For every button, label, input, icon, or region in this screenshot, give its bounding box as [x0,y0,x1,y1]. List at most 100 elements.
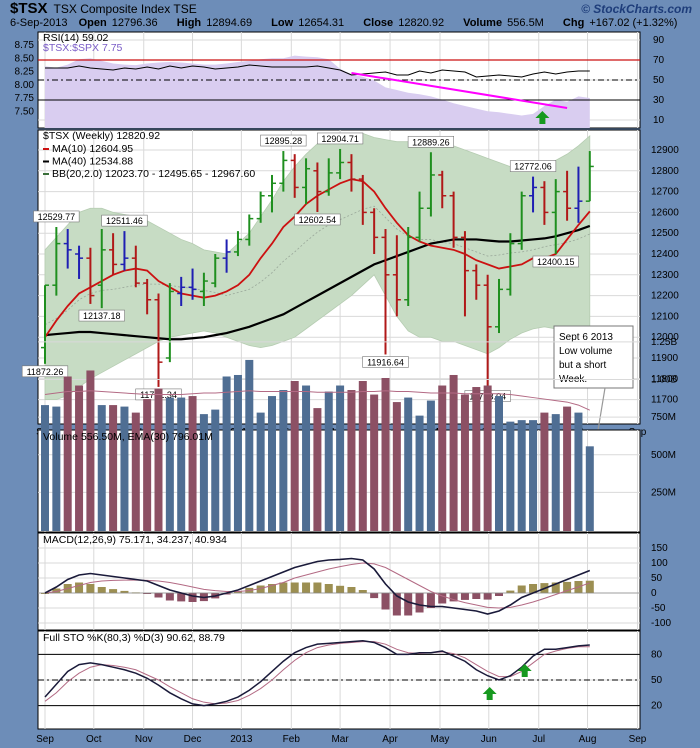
price-bar [97,229,106,309]
price-y-tick: 12600 [651,207,679,218]
brand-logo: © StockCharts.com [581,2,692,16]
rsi-left-tick: 8.75 [15,40,35,51]
chart-title: $TSX TSX Composite Index TSE [10,0,197,17]
price-label: 12895.28 [260,134,307,147]
price-label-box [509,160,557,172]
macd-histogram-bar [551,582,560,593]
price-bar [404,226,413,306]
macd-histogram-bar [233,591,242,593]
price-bar [313,162,322,212]
price-bar [63,229,72,269]
price-bar [268,174,276,213]
volume-bar [109,405,118,531]
sto-y-tick: 50 [651,675,663,686]
macd-histogram-bar [472,593,481,599]
macd-histogram-bar [41,593,49,594]
macd-histogram-bar [506,590,515,593]
volume-bar [245,359,254,531]
ratio-area [45,55,590,128]
macd-histogram-bar [109,589,118,593]
macd-histogram-bar [370,593,379,599]
price-bar [177,276,186,306]
sto-up-arrow-1 [482,687,497,700]
price-bar [211,254,220,288]
macd-y-tick: -50 [651,603,666,614]
price-bar [41,284,49,364]
macd-y-tick: 0 [651,588,657,599]
volume-bar [404,397,413,531]
index-name: TSX Composite Index TSE [53,2,197,16]
quote-change: Chg +167.02 (+1.32%) [562,17,678,29]
volume-bar [381,377,390,531]
price-label: 12511.46 [101,214,148,227]
bottom-x-tick: Mar [331,734,349,745]
macd-histogram-bar [154,593,163,598]
macd-histogram-bar [438,593,447,604]
volume-bar [483,385,492,531]
macd-histogram-bar [336,585,345,593]
bottom-x-tick: 2013 [230,734,253,745]
volume-bar [336,385,345,531]
price-bar [495,278,503,334]
price-label: 12400.15 [532,255,579,268]
volume-bar [188,396,197,531]
macd-histogram-bar [495,593,503,596]
macd-histogram-bar [188,593,197,602]
price-label-text: 12529.77 [38,212,76,222]
price-label-box [532,255,579,268]
price-label-box [316,132,364,145]
sto-d-line [44,641,590,705]
price-legend: BB(20,2.0) 12023.70 - 12495.65 - 12967.6… [52,168,255,180]
volume-bar [177,397,186,531]
price-label: 12772.06 [509,160,557,172]
symbol-label: $TSX [10,0,48,17]
macd-panel [37,532,641,631]
bottom-x-tick: Aug [579,734,597,745]
macd-histogram-bar [177,593,186,602]
macd-histogram-bar [483,593,492,600]
price-bar [574,166,583,223]
price-y-tick: 12300 [651,270,679,281]
price-bar [460,231,469,317]
macd-histogram-bar [449,593,458,602]
volume-bar [279,390,288,531]
price-label-text: 12400.15 [537,257,575,267]
macd-y-tick: 150 [651,543,668,554]
rsi-left-tick: 8.25 [15,67,35,78]
price-bar [358,174,367,225]
volume-bar [574,412,583,531]
price-bar [336,148,345,180]
macd-y-tick: 100 [651,558,668,569]
price-label: 12137.18 [78,309,125,322]
macd-histogram-bar [313,582,322,593]
price-title: $TSX (Weekly) 12820.92 [43,130,160,142]
price-y-tick: 12100 [651,311,679,322]
price-bar [120,231,129,271]
volume-y-tick: 500M [651,450,676,461]
quote-date: 6-Sep-2013 [10,17,68,29]
bottom-x-tick: Apr [382,734,398,745]
price-bar [426,152,435,217]
volume-bar [75,385,84,531]
macd-histogram-bar [585,580,594,593]
price-y-tick: 12800 [651,166,679,177]
volume-bar [97,405,106,531]
volume-bar [460,394,469,531]
price-bar [540,181,549,225]
macd-histogram-bar [460,593,469,600]
volume-bar [302,385,311,531]
volume-y-tick: 1.25B [651,337,677,348]
macd-histogram-bar [52,588,61,593]
quote-high: High 12894.69 [176,17,253,29]
macd-histogram-bar [268,584,276,593]
price-legend: MA(40) 12534.88 [52,156,133,168]
price-y-tick: 12700 [651,187,679,198]
price-label: 12889.26 [407,135,455,148]
volume-ema-line [44,390,591,411]
macd-histogram-bar [358,590,367,593]
macd-histogram-bar [302,582,311,593]
volume-bar [52,406,61,531]
volume-bar [324,391,333,531]
macd-histogram-bar [86,584,95,593]
bottom-x-tick: Sep [629,734,647,745]
